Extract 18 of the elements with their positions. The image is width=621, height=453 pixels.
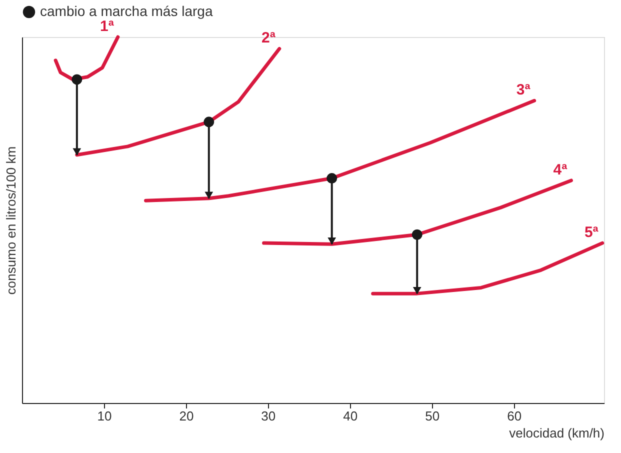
x-tick-label: 60 — [507, 408, 522, 424]
point — [72, 74, 82, 85]
y-axis-title: consumo en litros/100 km — [4, 146, 18, 295]
series-label: 3ª — [516, 82, 531, 99]
x-axis-title: velocidad (km/h) — [509, 426, 604, 440]
x-tick-label: 40 — [343, 408, 358, 424]
series-label: 1ª — [100, 18, 114, 35]
x-tick-label: 50 — [425, 408, 440, 424]
x-tick-label: 10 — [97, 408, 112, 424]
series-label: 5ª — [584, 224, 599, 242]
legend-label: cambio a marcha más larga — [40, 3, 213, 19]
x-tick-label: 20 — [179, 408, 194, 424]
point — [326, 173, 338, 184]
series-label: 2ª — [261, 30, 276, 47]
series-label: 4ª — [553, 161, 568, 178]
x-tick-label: 30 — [261, 408, 276, 424]
point — [204, 116, 214, 128]
point — [412, 229, 422, 240]
